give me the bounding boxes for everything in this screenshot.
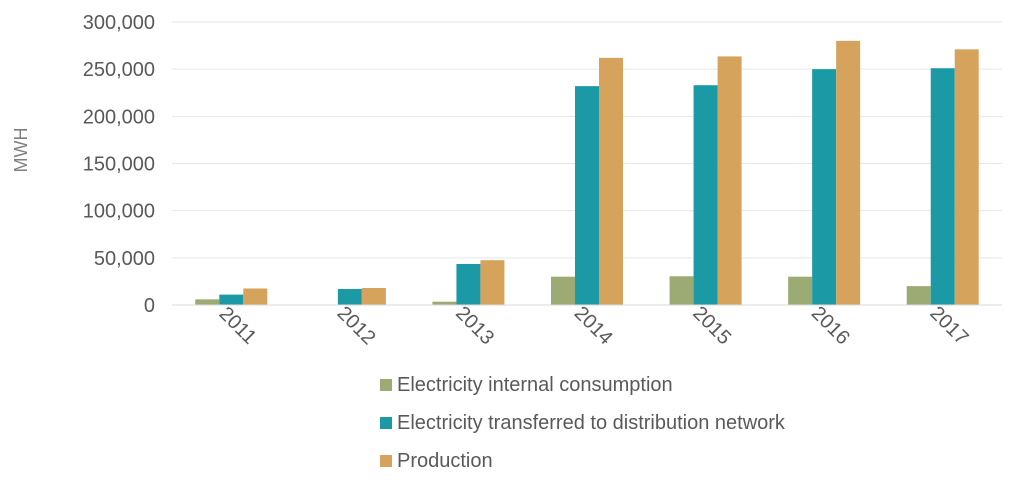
- y-tick-label: 0: [144, 295, 155, 317]
- y-tick-label: 50,000: [94, 248, 155, 270]
- y-tick-label: 100,000: [83, 201, 155, 223]
- y-axis-ticks: 0 50,000 100,000 150,000 200,000 250,000 300,0…: [83, 12, 155, 317]
- bar-2016-series-2: [836, 40, 861, 305]
- x-tick-label: 2011: [215, 303, 261, 349]
- x-tick-label: 2017: [925, 302, 972, 349]
- bar-2017-series-0: [906, 286, 931, 305]
- y-tick-label: 250,000: [83, 59, 155, 81]
- legend-item-internal-consumption: Electricity internal consumption: [380, 372, 785, 398]
- bar-2015-series-2: [717, 56, 742, 305]
- y-tick-label: 300,000: [83, 12, 155, 34]
- bar-2017-series-1: [930, 68, 955, 306]
- x-tick-label: 2016: [807, 302, 854, 349]
- x-tick-label: 2014: [570, 302, 617, 349]
- legend-item-transferred: Electricity transferred to distribution …: [380, 410, 785, 436]
- legend-swatch: [380, 417, 392, 429]
- x-tick-label: 2012: [333, 302, 380, 349]
- legend-swatch: [380, 455, 392, 467]
- x-axis-ticks: 2011 2012 2013 2014 2015 2016 2017: [215, 302, 973, 349]
- bar-2013-series-1: [456, 263, 481, 305]
- bar-2014-series-1: [575, 86, 599, 305]
- bar-2017-series-2: [954, 49, 979, 306]
- bar-2016-series-0: [788, 276, 813, 305]
- bar-2011-series-2: [243, 288, 268, 305]
- bar-2011-series-0: [195, 299, 220, 305]
- bar-2014-series-2: [599, 57, 623, 306]
- x-tick-label: 2015: [688, 302, 735, 349]
- bar-2012-series-2: [361, 288, 386, 305]
- bar-2013-series-0: [432, 301, 457, 305]
- legend-label: Production: [397, 449, 493, 472]
- bar-chart: 0 50,000 100,000 150,000 200,000 250,000 300,0…: [11, 12, 1002, 349]
- bar-2014-series-0: [551, 276, 575, 305]
- y-axis-label: MWH: [11, 128, 31, 173]
- legend: Electricity internal consumption Electri…: [380, 372, 785, 486]
- bar-2011-series-1: [219, 294, 244, 305]
- legend-label: Electricity transferred to distribution …: [397, 411, 785, 434]
- bar-2016-series-1: [812, 69, 837, 306]
- x-tick-label: 2013: [451, 302, 498, 349]
- bar-2015-series-0: [669, 276, 694, 305]
- y-tick-label: 150,000: [83, 154, 155, 176]
- legend-item-production: Production: [380, 448, 785, 474]
- bar-2012-series-1: [337, 288, 362, 305]
- legend-label: Electricity internal consumption: [397, 373, 673, 396]
- legend-swatch: [380, 379, 392, 391]
- bar-2013-series-2: [480, 260, 505, 305]
- y-tick-label: 200,000: [83, 106, 155, 128]
- bar-2015-series-1: [693, 85, 718, 305]
- bars: [195, 40, 979, 306]
